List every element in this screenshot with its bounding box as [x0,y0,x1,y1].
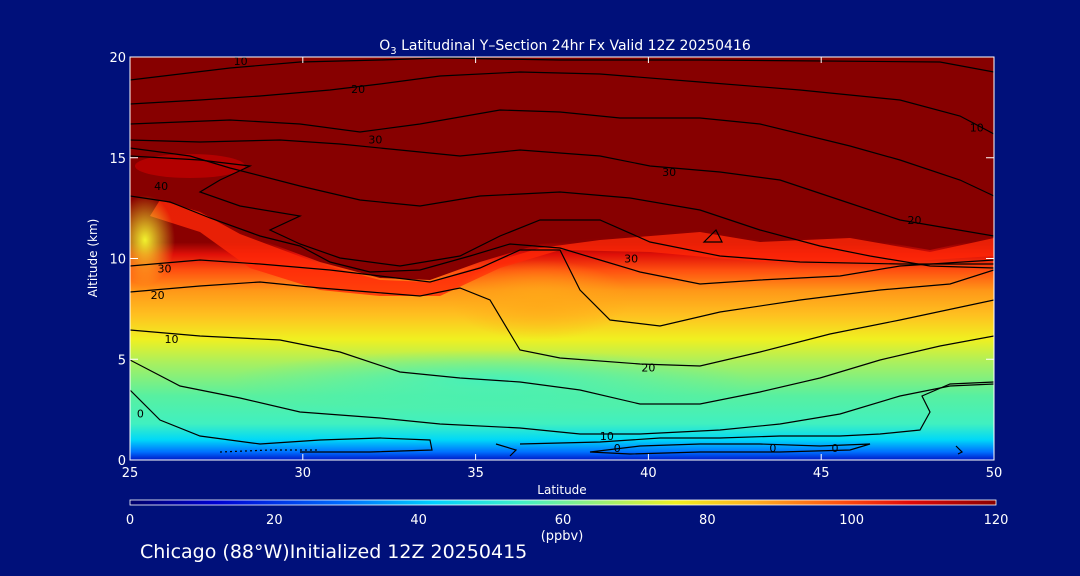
colorbar-label: (ppbv) [541,529,584,544]
contour-label: 30 [624,253,638,266]
colorbar-ticks: 0 20 40 60 80 100 120 [126,513,1009,528]
contour-label: 20 [641,361,655,374]
chart-title: O3 Latitudinal Y–Section 24hr Fx Valid 1… [379,38,751,57]
contour-label: 30 [662,166,676,179]
colorbar-tick-label: 80 [699,513,716,528]
x-tick-label: 50 [986,466,1003,481]
contour-line [130,359,994,435]
ozone-field [130,57,994,460]
contour-label: 10 [234,55,248,68]
contour-label: 30 [368,134,382,147]
contour-label: 20 [908,214,922,227]
orange-blob [450,260,630,340]
y-tick-label: 20 [109,51,126,66]
y-axis-label: Altitude (km) [86,219,100,298]
contour-line [519,381,994,445]
y-tick-label: 10 [109,253,126,268]
contour-line [589,443,871,455]
contour-line [955,445,964,455]
contour-line [130,249,994,327]
colorbar-tick-label: 0 [126,513,134,528]
contour-line [130,195,994,285]
contour-label: 10 [970,122,984,135]
title-subscript: 3 [390,46,396,57]
contour-line [130,281,994,367]
contour-line [702,228,723,243]
contour-label: 30 [158,263,172,276]
x-axis-label: Latitude [537,483,586,497]
contour-line [495,443,518,457]
contour-line [130,155,994,267]
contour-line [219,449,320,453]
colorbar-tick-label: 60 [555,513,572,528]
colorbar-tick-label: 120 [984,513,1009,528]
yellow-blob [130,195,175,285]
y-tick-label: 15 [109,152,126,167]
contour-line [130,109,994,197]
x-tick-label: 45 [813,466,830,481]
contour-line [130,147,994,269]
contour-label: 20 [151,289,165,302]
contour-label: 0 [137,408,144,421]
x-tick-label: 30 [295,466,312,481]
contour-label: 40 [154,180,168,193]
title-prefix: O [379,38,390,54]
contour-label: 0 [614,442,621,455]
y-axis: 0 5 10 15 20 [109,51,994,469]
contour-label: 10 [600,430,614,443]
contour-line [130,57,994,81]
contour-line [130,139,994,237]
x-tick-label: 25 [122,466,139,481]
colorbar [130,500,996,505]
colorbar-tick-label: 100 [839,513,864,528]
title-rest: Latitudinal Y–Section 24hr Fx Valid 12Z … [397,38,751,54]
red-transition [150,200,994,296]
high-ozone-region [130,57,994,280]
y-tick-label: 0 [118,454,126,469]
contour-label: 10 [164,333,178,346]
y-tick-label: 5 [118,353,126,368]
footer-caption: Chicago (88°W)Initialized 12Z 20250415 [140,541,528,563]
contour-label: 20 [351,83,365,96]
colorbar-frame [129,499,997,506]
contour-line [130,71,994,135]
red-streak [135,154,245,178]
contour-lines [130,57,994,457]
contour-label: 0 [832,442,839,455]
x-tick-label: 40 [640,466,657,481]
contour-line [130,329,994,405]
x-axis: 25 30 35 40 45 50 [122,57,1003,481]
contour-line [130,389,433,453]
colorbar-tick-label: 40 [410,513,427,528]
colorbar-tick-label: 20 [266,513,283,528]
contour-label: 0 [769,442,776,455]
x-tick-label: 35 [467,466,484,481]
